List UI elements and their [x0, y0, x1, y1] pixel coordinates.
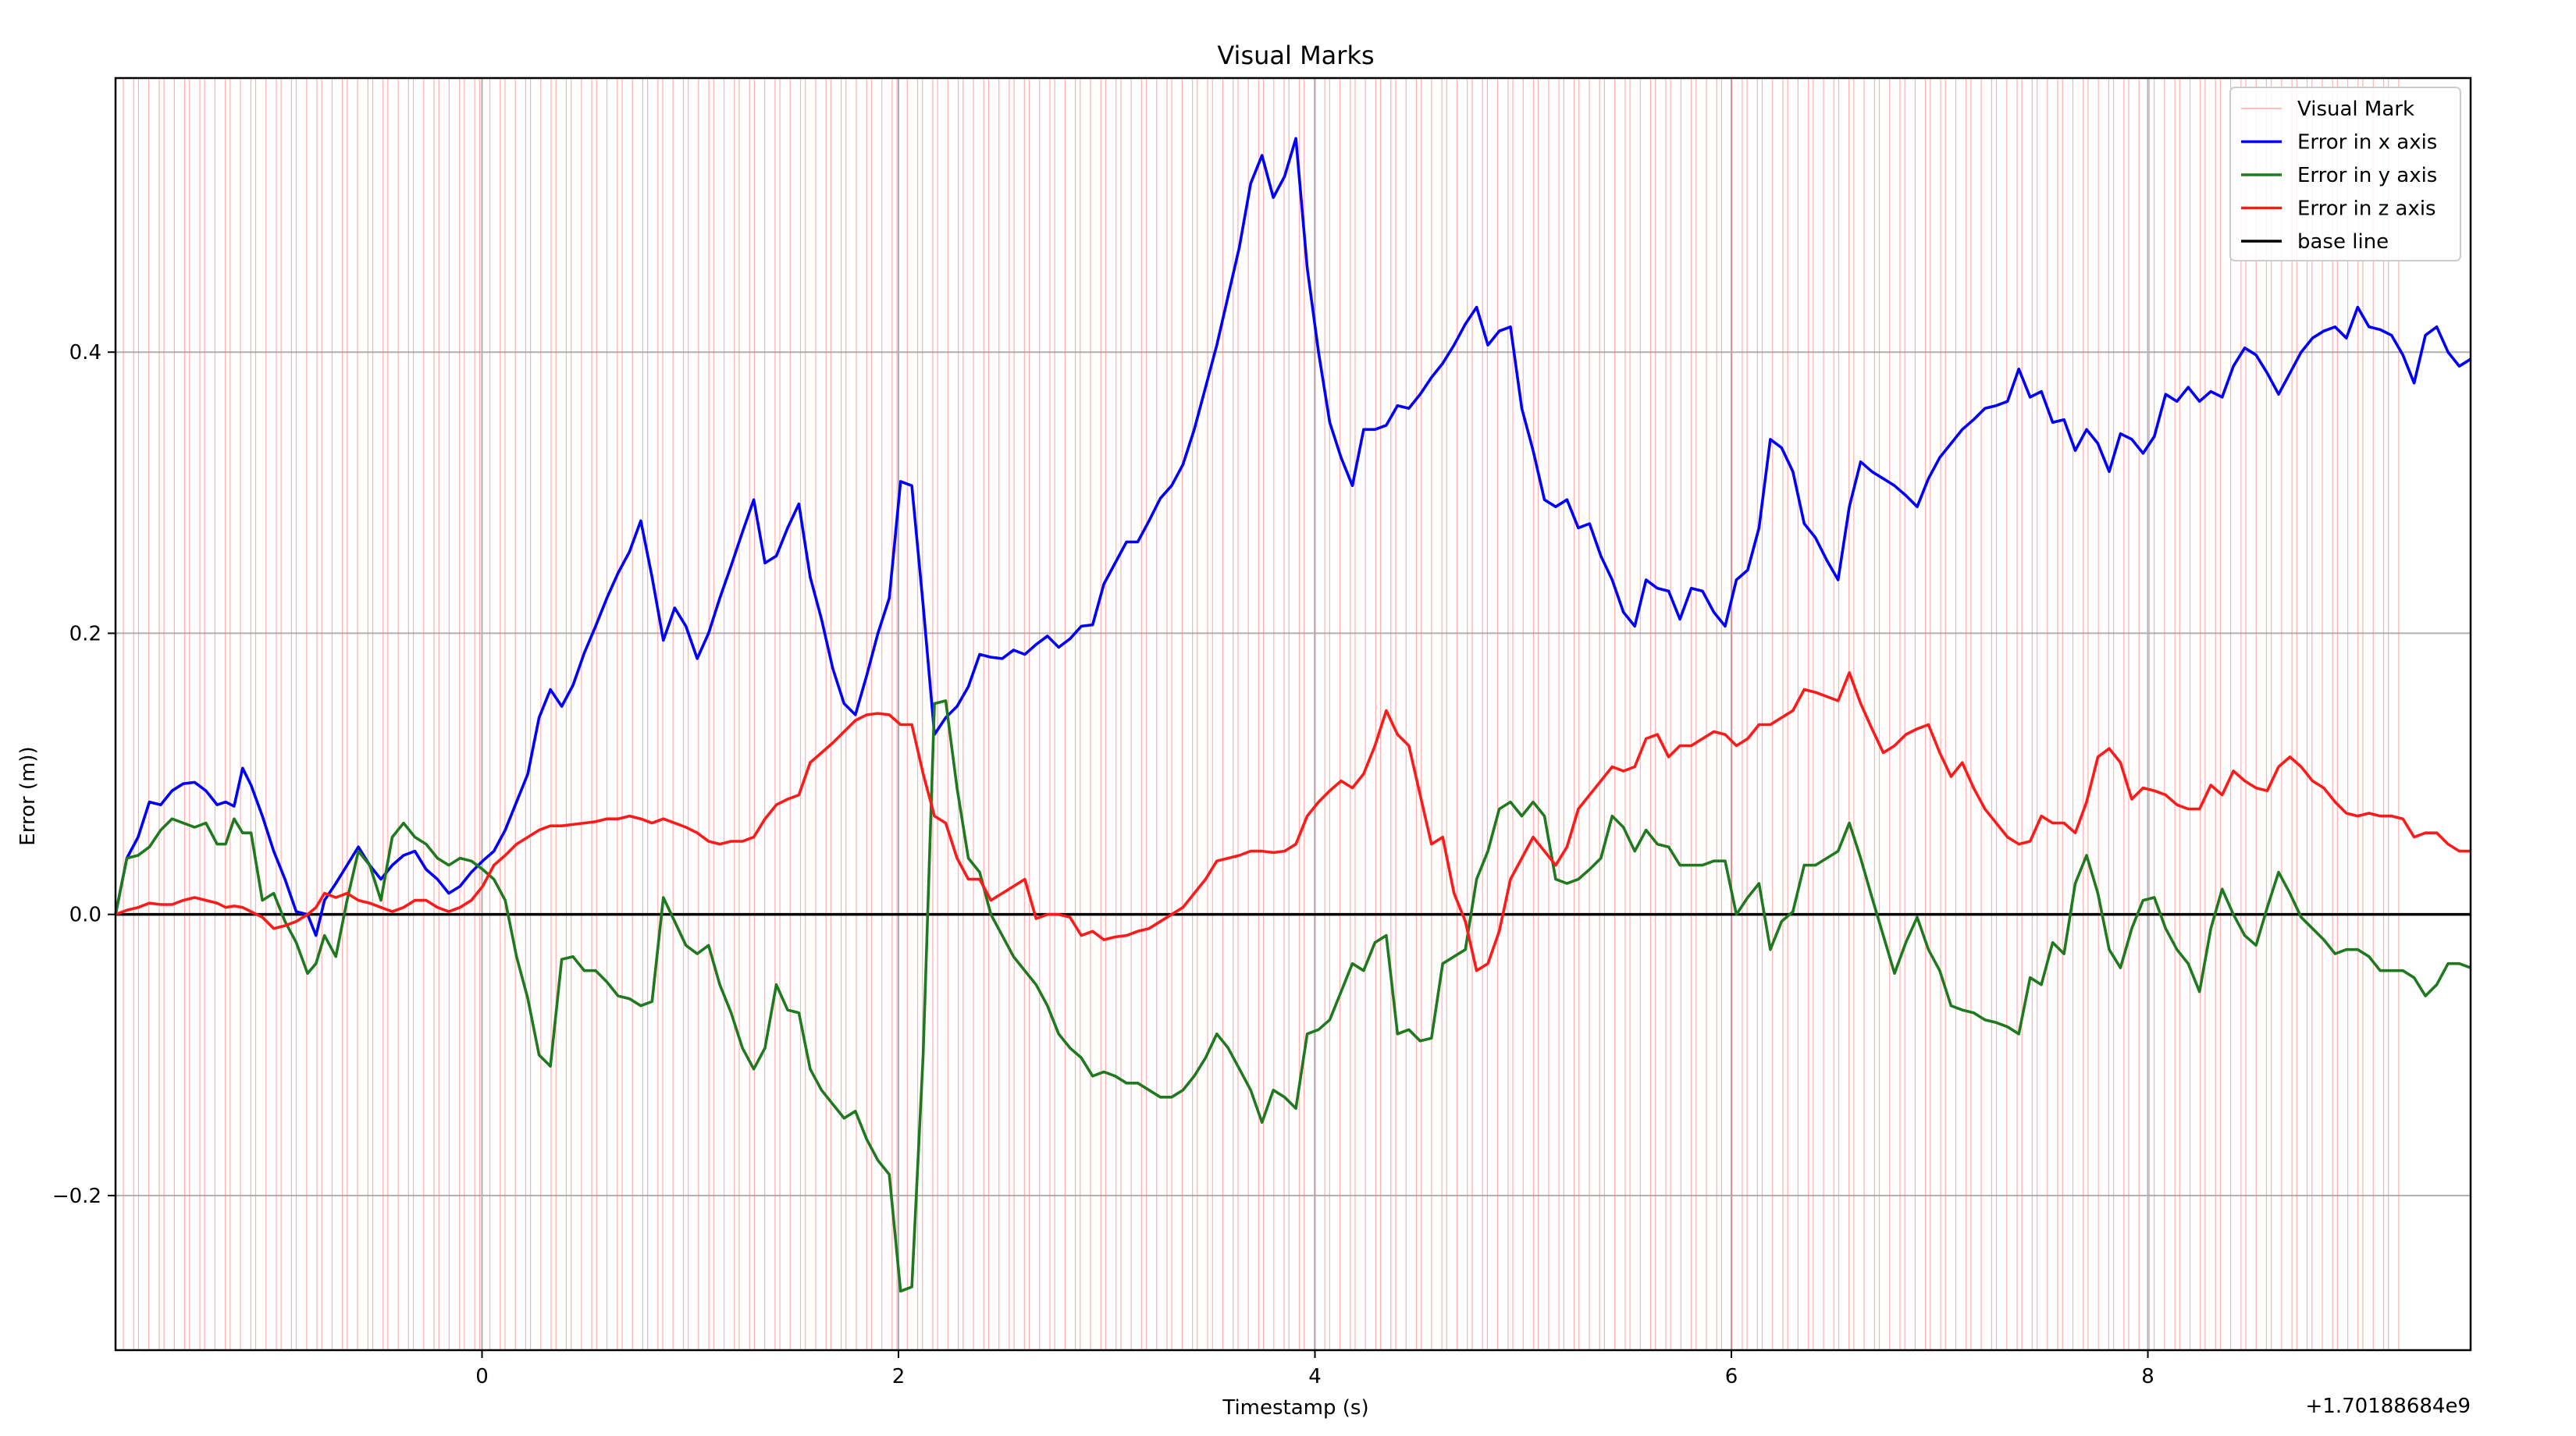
- series-line-x: [114, 137, 2471, 937]
- x-tick-label: 4: [1308, 1365, 1322, 1388]
- legend: Visual Mark Error in x axis Error in y axi…: [2229, 87, 2461, 261]
- legend-label-visual_mark: Visual Mark: [2297, 98, 2414, 121]
- error-series: [114, 137, 2471, 1293]
- y-axis-ticks: −0.2 0.0 0.2 0.4: [52, 341, 116, 1208]
- legend-label-baseline: base line: [2297, 230, 2389, 254]
- chart-title: Visual Marks: [1217, 41, 1374, 70]
- y-tick-label: 0.2: [69, 622, 101, 645]
- plot-frame: [114, 76, 2472, 1352]
- x-tick-label: 8: [2141, 1365, 2154, 1388]
- y-tick-label: −0.2: [52, 1185, 101, 1208]
- x-tick-label: 2: [892, 1365, 906, 1388]
- y-tick-label: 0.4: [69, 341, 101, 364]
- legend-label-z: Error in z axis: [2297, 197, 2436, 221]
- series-line-z: [115, 671, 2471, 972]
- x-axis-offset-label: +1.70188684e9: [2306, 1395, 2471, 1418]
- visual-marks: [123, 78, 2400, 1350]
- x-tick-label: 0: [475, 1365, 489, 1388]
- x-axis-ticks: 0 2 4 6 8: [475, 1350, 2154, 1388]
- legend-label-x: Error in x axis: [2297, 131, 2437, 155]
- x-tick-label: 6: [1725, 1365, 1738, 1388]
- legend-label-y: Error in y axis: [2297, 164, 2437, 187]
- x-axis-label: Timestamp (s): [1222, 1396, 1368, 1420]
- y-axis-label: Error (m)): [16, 746, 40, 845]
- y-tick-label: 0.0: [69, 904, 101, 927]
- legend-box: [2229, 87, 2461, 261]
- series-line-y: [114, 699, 2471, 1293]
